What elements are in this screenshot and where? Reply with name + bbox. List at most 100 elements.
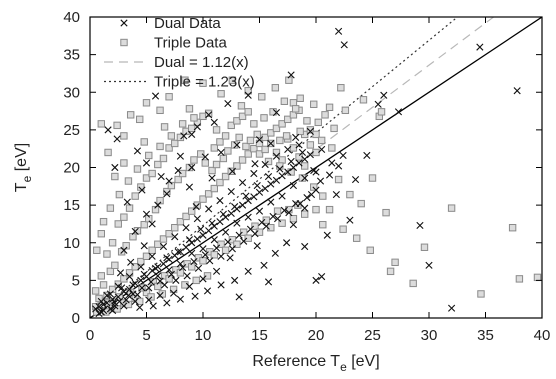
triple-point [149,278,157,286]
triple-point [282,132,291,140]
triple-point [165,93,173,101]
triple-point [145,151,153,160]
x-tick-label: 40 [534,327,551,344]
dual-point [210,236,218,244]
dual-point [272,152,281,160]
dual-point [295,159,303,167]
triple-point [99,281,108,289]
triple-point [122,242,130,250]
triple-point [477,290,485,298]
dual-point [160,281,169,289]
dual-point [332,191,340,199]
dual-point [262,222,270,230]
triple-point [124,177,133,185]
triple-point [165,144,173,152]
dual-point [182,243,190,251]
dual-point [205,227,213,235]
dual-point [448,304,456,312]
dual-point [226,254,234,262]
dual-point [269,212,277,221]
dual-point [425,261,433,269]
triple-point [325,205,334,214]
triple-point [203,272,212,280]
triple-point [296,127,304,136]
triple-point [303,117,311,125]
dual-point [238,178,247,187]
triple-point [298,174,307,182]
triple-point [312,205,320,214]
triple-point [533,273,542,282]
triple-point [133,165,142,173]
x-tick-label: 15 [251,327,268,344]
dual-point [303,194,311,202]
triple-point [114,280,122,288]
dual-point [212,267,221,275]
dual-point [227,209,235,217]
dual-point [289,181,297,190]
dual-point [287,157,295,166]
triple-point [328,144,336,152]
triple-point [289,99,298,107]
triple-point [244,150,252,158]
triple-point [212,126,221,134]
triple-point [312,130,320,139]
triple-point [227,121,235,130]
dual-point [296,200,304,208]
triple-point [125,204,134,212]
triple-point [182,212,190,221]
dual-point [244,197,252,205]
triple-point [409,279,417,288]
triple-point [386,267,395,276]
triple-point [224,147,232,155]
triple-point [306,126,315,134]
triple-point [273,207,282,215]
dual-point [374,100,382,108]
triple-point [238,112,247,121]
triple-point [301,210,309,218]
triple-point [280,97,289,105]
dual-point [323,231,331,239]
triple-point [176,133,185,142]
triple-point [178,169,187,178]
triple-point [120,159,128,167]
triple-point [250,120,258,128]
triple-point [227,167,235,175]
dual-point [163,190,171,198]
dual-point [203,287,212,295]
dual-point [167,270,175,278]
y-tick-label: 5 [72,272,80,289]
dual-point [127,258,135,266]
y-axis-label: Te [eV] [13,143,34,192]
triple-point [233,240,241,248]
dual-point [154,272,162,280]
dual-point [116,269,125,277]
triple-point [319,192,327,200]
dual-point [264,278,273,286]
dual-point [284,145,292,154]
dual-point [267,198,275,206]
dual-point [182,224,190,232]
dual-point [159,260,168,268]
dual-point [284,168,292,176]
dual-point [142,159,151,167]
triple-point [216,138,224,146]
triple-point [244,108,252,116]
dual-point [113,135,121,143]
triple-point [312,148,320,157]
triple-point [330,124,338,133]
dual-point [205,205,213,213]
dual-point [151,92,160,100]
dual-point [129,281,137,289]
triple-point [114,220,122,228]
triple-point [188,124,196,133]
triple-point [178,120,187,128]
triple-point [171,139,179,148]
triple-point [115,293,124,301]
dual-point [138,284,146,292]
dual-point [394,108,403,116]
dual-point [124,291,133,300]
triple-point [97,272,105,280]
dual-point [193,123,201,131]
triple-point [188,207,196,215]
triple-point [359,96,368,104]
